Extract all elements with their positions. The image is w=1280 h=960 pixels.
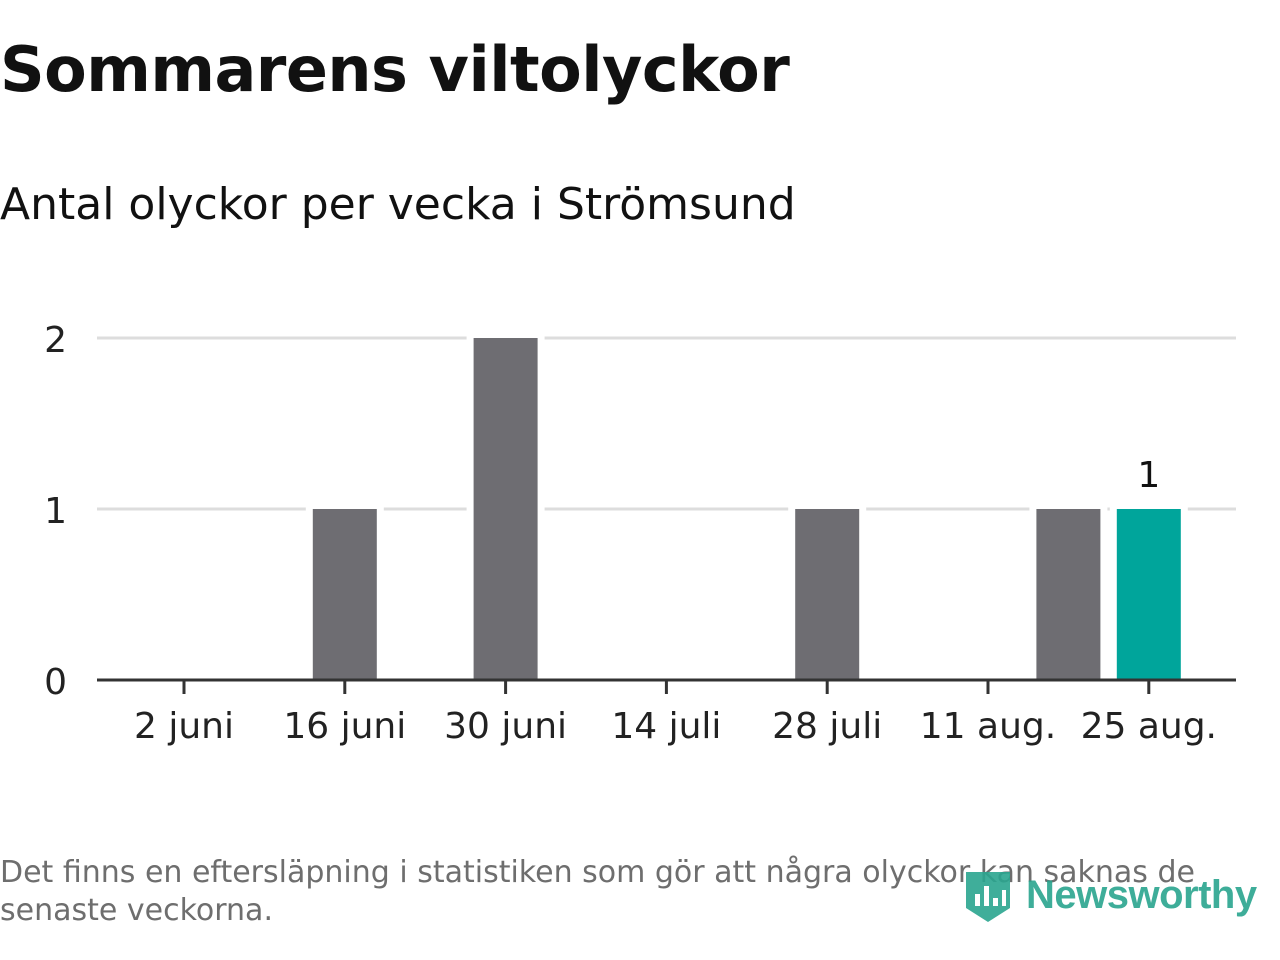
x-tick-label: 14 juli — [611, 706, 721, 747]
bar-chart: 012 2 juni 16 juni 30 juni 14 juli 28 juli 11… — [44, 320, 1236, 747]
chart-title: Sommarens viltolyckor — [0, 33, 790, 106]
x-tick-label: 2 juni — [134, 706, 234, 747]
gridlines — [97, 336, 1236, 511]
y-tick-label: 1 — [44, 491, 67, 532]
y-axis-ticks: 0 1 2 — [44, 320, 67, 703]
x-tick-label: 11 aug. — [920, 706, 1056, 747]
x-axis-ticks: 2 juni 16 juni 30 juni 14 juli 28 juli 11 aug… — [134, 680, 1217, 747]
bar — [1036, 509, 1101, 680]
x-tick-label: 28 juli — [772, 706, 882, 747]
data-label: 1 — [1137, 455, 1160, 496]
y-tick-label: 2 — [44, 320, 67, 361]
bar — [473, 338, 538, 680]
y-tick-label: 0 — [44, 662, 67, 703]
chart-subtitle: Antal olyckor per vecka i Strömsund — [0, 179, 796, 230]
bar — [312, 509, 377, 680]
bars — [305, 335, 1188, 680]
bar — [1116, 509, 1181, 680]
newsworthy-logo-text: Newsworthy — [1026, 872, 1257, 917]
bar — [795, 509, 860, 680]
x-tick-label: 30 juni — [444, 706, 567, 747]
data-labels: 1 — [1137, 455, 1160, 496]
x-tick-label: 25 aug. — [1081, 706, 1217, 747]
x-tick-label: 16 juni — [283, 706, 406, 747]
newsworthy-logo-icon — [966, 872, 1010, 922]
newsworthy-logo: Newsworthy — [962, 862, 1278, 928]
